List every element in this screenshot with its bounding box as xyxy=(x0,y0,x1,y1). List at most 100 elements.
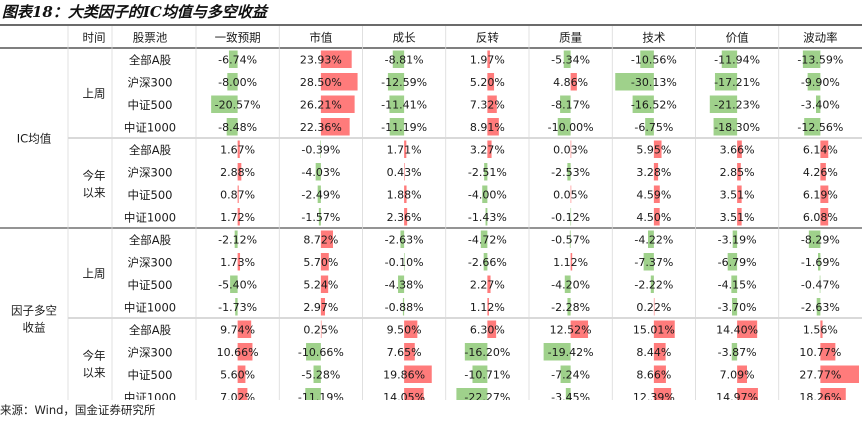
data-label: 10.77% xyxy=(799,346,841,359)
data-bar xyxy=(640,50,654,68)
data-label: 8.44% xyxy=(636,346,671,359)
data-bar xyxy=(737,388,758,400)
data-bar xyxy=(731,298,738,316)
data-bar xyxy=(404,365,432,383)
data-label: -6.74% xyxy=(218,53,257,66)
data-bar xyxy=(820,320,823,338)
data-bar xyxy=(815,95,821,113)
data-bar xyxy=(487,320,497,338)
data-bar xyxy=(570,185,572,203)
data-bar xyxy=(737,365,747,383)
data-label: -3.45% xyxy=(551,391,590,400)
data-bar xyxy=(487,118,499,136)
section-label: 因子多空 xyxy=(11,304,57,318)
data-label: 8.66% xyxy=(636,368,671,381)
data-label: 1.56% xyxy=(803,323,838,336)
data-bar xyxy=(320,140,321,158)
data-label: -0.10% xyxy=(385,256,424,269)
data-bar xyxy=(483,253,488,271)
data-bar xyxy=(714,73,738,91)
pool-label: 中证1000 xyxy=(124,390,176,400)
data-label: -2.51% xyxy=(468,166,507,179)
data-label: -2.63% xyxy=(385,233,424,246)
data-label: 6.19% xyxy=(803,188,838,201)
data-label: 0.25% xyxy=(303,323,338,336)
data-label: -10.71% xyxy=(464,368,510,381)
data-bar xyxy=(737,140,742,158)
data-bar xyxy=(648,230,654,248)
data-label: -3.40% xyxy=(801,98,840,111)
data-bar xyxy=(731,275,738,293)
data-bar xyxy=(404,388,424,400)
data-bar xyxy=(737,320,758,338)
data-bar xyxy=(320,230,334,248)
header-cell-9: 波动率 xyxy=(803,31,838,45)
data-label: 1.72% xyxy=(220,211,255,224)
pool-label: 全部A股 xyxy=(129,143,172,157)
data-bar xyxy=(557,118,571,136)
data-label: 22.36% xyxy=(300,121,342,134)
data-bar xyxy=(820,343,836,361)
data-bar xyxy=(709,95,738,113)
data-label: 7.02% xyxy=(220,391,255,400)
data-label: -8.81% xyxy=(385,53,424,66)
data-bar xyxy=(653,185,660,203)
data-label: -0.47% xyxy=(801,278,840,291)
data-bar xyxy=(237,320,252,338)
data-bar xyxy=(560,365,571,383)
data-label: 19.86% xyxy=(383,368,425,381)
data-label: 8.91% xyxy=(470,121,505,134)
data-bar xyxy=(570,140,572,158)
data-bar xyxy=(487,73,495,91)
data-label: 1.12% xyxy=(553,256,588,269)
pool-label: 全部A股 xyxy=(129,323,172,337)
header-cell-8: 价值 xyxy=(726,31,749,45)
data-label: -4.22% xyxy=(634,233,673,246)
data-label: -12.59% xyxy=(381,76,427,89)
data-bar xyxy=(320,298,326,316)
data-label: 6.14% xyxy=(803,143,838,156)
pool-label: 沪深300 xyxy=(128,255,173,269)
data-bar xyxy=(389,95,405,113)
data-label: -9.90% xyxy=(801,76,840,89)
data-bar xyxy=(482,185,488,203)
data-bar xyxy=(403,253,405,271)
data-label: -16.52% xyxy=(631,98,677,111)
data-label: -2.53% xyxy=(551,166,590,179)
data-bar xyxy=(816,298,821,316)
data-label: -1.69% xyxy=(801,256,840,269)
data-label: -0.57% xyxy=(551,233,590,246)
data-bar xyxy=(404,185,407,203)
data-label: 9.74% xyxy=(220,323,255,336)
data-label: -4.38% xyxy=(385,278,424,291)
data-bar xyxy=(721,50,738,68)
data-bar xyxy=(315,163,321,181)
data-bar xyxy=(487,50,490,68)
data-label: -30.13% xyxy=(631,76,677,89)
data-bar xyxy=(402,298,405,316)
data-label: -11.19% xyxy=(298,391,344,400)
pool-label: 中证1000 xyxy=(124,210,176,224)
data-bar xyxy=(560,95,571,113)
data-bar xyxy=(732,230,738,248)
data-label: 2.36% xyxy=(387,211,422,224)
data-label: 1.12% xyxy=(470,301,505,314)
data-bar xyxy=(404,208,408,226)
data-label: 12.39% xyxy=(633,391,675,400)
data-bar xyxy=(237,343,253,361)
data-bar xyxy=(487,298,489,316)
data-label: -13.59% xyxy=(797,53,843,66)
data-label: 2.85% xyxy=(720,166,755,179)
data-bar xyxy=(820,140,829,158)
data-bar xyxy=(484,163,488,181)
data-bar xyxy=(235,298,238,316)
data-label: -7.24% xyxy=(551,368,590,381)
data-label: 0.22% xyxy=(636,301,671,314)
data-label: 0.43% xyxy=(387,166,422,179)
data-label: -2.28% xyxy=(551,301,590,314)
data-bar xyxy=(653,298,655,316)
data-bar xyxy=(570,73,577,91)
header-cell-4: 成长 xyxy=(393,31,416,45)
data-bar xyxy=(306,343,321,361)
data-label: -11.19% xyxy=(381,121,427,134)
